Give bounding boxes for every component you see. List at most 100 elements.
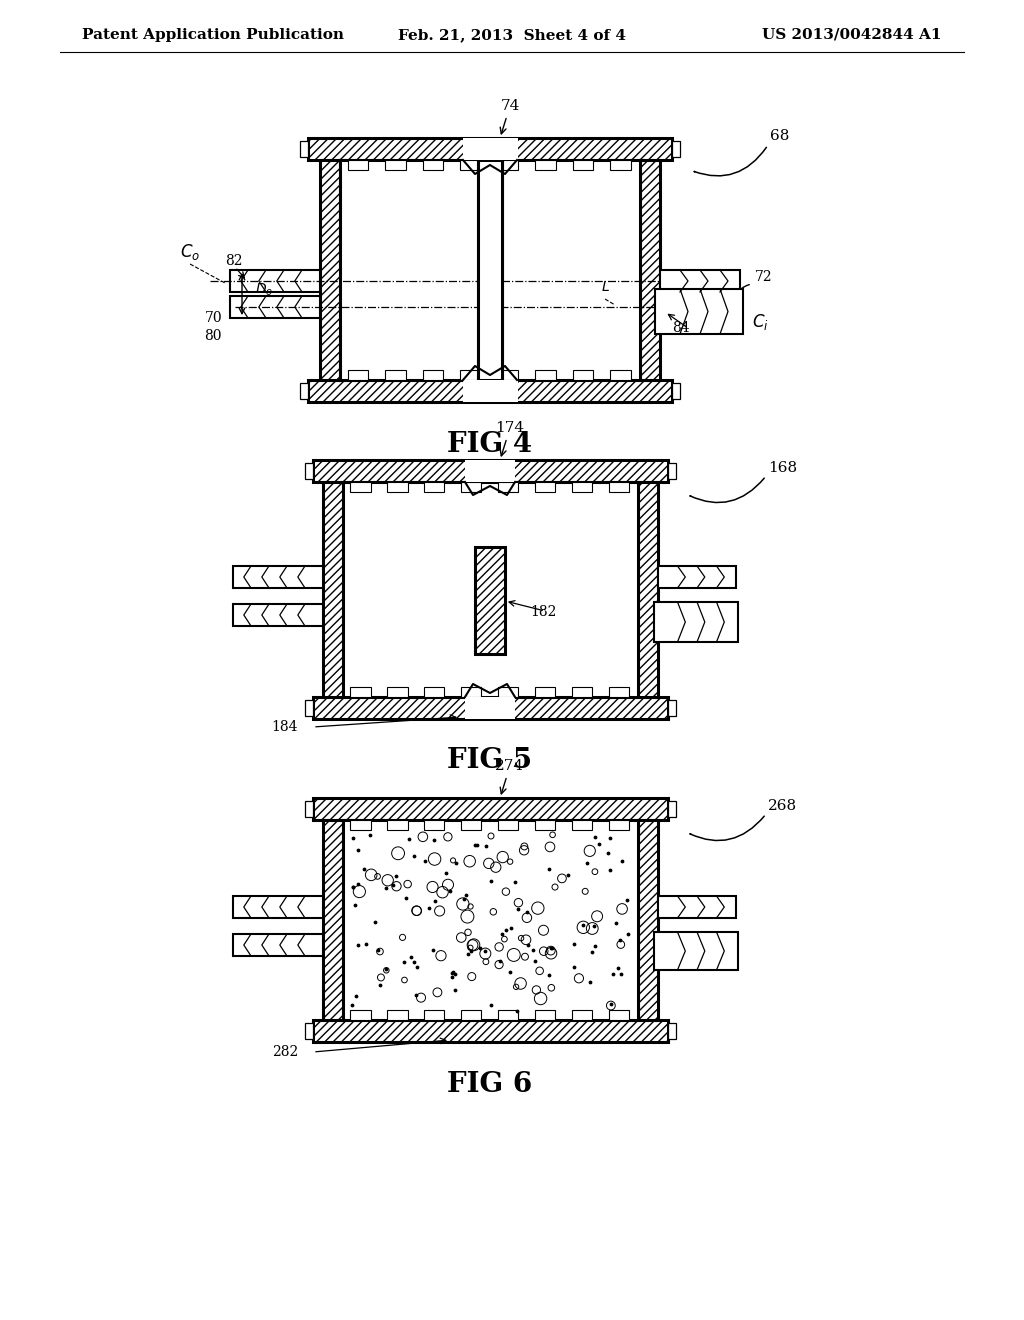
Bar bbox=[660, 271, 740, 292]
Point bbox=[502, 961, 518, 982]
Point bbox=[472, 937, 488, 958]
Point bbox=[378, 958, 394, 979]
Text: 174: 174 bbox=[496, 421, 524, 455]
Bar bbox=[672, 141, 680, 157]
Bar bbox=[230, 271, 319, 292]
Bar bbox=[350, 820, 371, 830]
Point bbox=[350, 874, 367, 895]
Bar bbox=[423, 160, 443, 170]
Text: 282: 282 bbox=[271, 1045, 298, 1059]
Point bbox=[355, 858, 372, 879]
Bar bbox=[313, 459, 668, 482]
Bar bbox=[387, 820, 408, 830]
Point bbox=[610, 958, 627, 979]
Text: 80: 80 bbox=[205, 329, 222, 343]
Bar bbox=[460, 160, 480, 170]
Point bbox=[620, 924, 636, 945]
Point bbox=[458, 884, 474, 906]
Bar bbox=[350, 686, 371, 697]
Bar bbox=[535, 370, 556, 380]
Point bbox=[345, 828, 361, 849]
Bar bbox=[638, 482, 658, 697]
Bar bbox=[308, 139, 672, 160]
Bar bbox=[668, 801, 676, 817]
Point bbox=[477, 940, 494, 961]
Text: 182: 182 bbox=[530, 605, 556, 619]
Bar bbox=[498, 820, 518, 830]
Point bbox=[350, 935, 367, 956]
Bar bbox=[387, 1010, 408, 1020]
Bar bbox=[608, 820, 629, 830]
Bar bbox=[305, 1023, 313, 1039]
Point bbox=[565, 957, 582, 978]
Text: 72: 72 bbox=[755, 271, 773, 284]
Bar bbox=[498, 686, 518, 697]
Point bbox=[503, 917, 519, 939]
Point bbox=[344, 876, 360, 898]
Bar bbox=[423, 370, 443, 380]
Point bbox=[396, 950, 413, 972]
Bar bbox=[343, 482, 638, 697]
Bar bbox=[571, 482, 592, 492]
Point bbox=[361, 825, 378, 846]
Bar bbox=[319, 160, 340, 380]
Bar bbox=[343, 820, 638, 1020]
FancyArrowPatch shape bbox=[694, 148, 766, 176]
Point bbox=[443, 966, 460, 987]
Bar bbox=[475, 546, 505, 653]
Bar bbox=[478, 160, 502, 380]
Bar bbox=[658, 566, 736, 587]
Bar bbox=[233, 896, 323, 917]
Point bbox=[425, 940, 441, 961]
Bar bbox=[313, 697, 668, 719]
Point bbox=[344, 876, 360, 898]
Point bbox=[417, 850, 433, 871]
Point bbox=[388, 865, 404, 886]
Bar bbox=[463, 139, 518, 160]
Bar bbox=[230, 296, 319, 318]
Text: $C_i$: $C_i$ bbox=[752, 312, 769, 333]
Point bbox=[482, 995, 499, 1016]
Point bbox=[347, 895, 364, 916]
Point bbox=[408, 985, 424, 1006]
Point bbox=[492, 950, 508, 972]
Bar bbox=[305, 700, 313, 715]
Point bbox=[519, 902, 536, 923]
Point bbox=[582, 972, 598, 993]
Point bbox=[520, 935, 537, 956]
Bar bbox=[571, 820, 592, 830]
Point bbox=[406, 952, 422, 973]
Bar bbox=[323, 820, 343, 1020]
Bar bbox=[535, 160, 556, 170]
Text: 70: 70 bbox=[205, 312, 222, 325]
Bar bbox=[424, 686, 444, 697]
Text: 168: 168 bbox=[768, 461, 797, 475]
Point bbox=[409, 957, 425, 978]
Point bbox=[612, 964, 629, 985]
Bar bbox=[654, 602, 738, 642]
Text: 184: 184 bbox=[271, 719, 298, 734]
Bar bbox=[535, 1010, 555, 1020]
Point bbox=[527, 950, 544, 972]
Bar bbox=[424, 820, 444, 830]
Bar bbox=[347, 160, 368, 170]
Bar bbox=[233, 935, 323, 956]
Point bbox=[344, 994, 360, 1015]
Point bbox=[442, 880, 459, 902]
Point bbox=[406, 846, 422, 867]
Point bbox=[587, 935, 603, 956]
Bar bbox=[461, 820, 481, 830]
Text: Feb. 21, 2013  Sheet 4 of 4: Feb. 21, 2013 Sheet 4 of 4 bbox=[398, 28, 626, 42]
Point bbox=[398, 888, 415, 909]
Text: FIG 4: FIG 4 bbox=[447, 430, 532, 458]
Point bbox=[350, 840, 367, 861]
Point bbox=[587, 826, 603, 847]
Point bbox=[444, 962, 461, 983]
Bar bbox=[385, 160, 406, 170]
Point bbox=[524, 940, 541, 961]
Bar bbox=[498, 482, 518, 492]
Point bbox=[427, 891, 443, 912]
Point bbox=[543, 937, 559, 958]
Text: $L$: $L$ bbox=[600, 280, 609, 294]
Bar bbox=[571, 1010, 592, 1020]
